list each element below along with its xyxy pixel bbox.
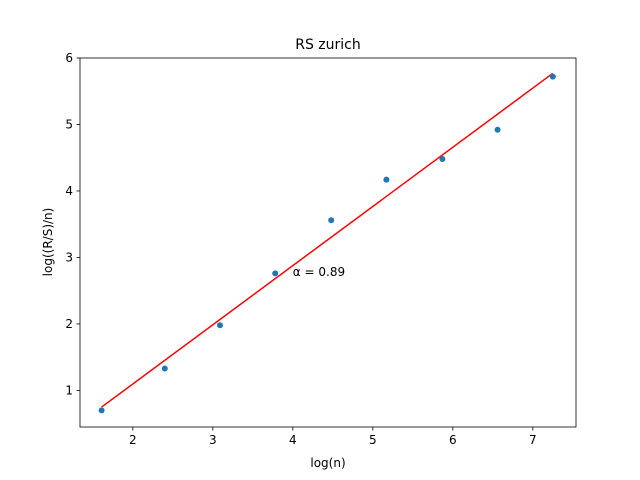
x-tick-label: 3 — [209, 433, 217, 447]
plot-area — [98, 72, 556, 414]
annotations: α = 0.89 — [293, 265, 345, 279]
data-point — [494, 126, 501, 133]
data-point — [272, 270, 279, 277]
data-point — [217, 322, 223, 329]
x-tick-label: 2 — [129, 433, 137, 447]
axes-frame — [79, 57, 577, 428]
data-point — [549, 73, 556, 80]
y-tick-label: 6 — [65, 51, 73, 65]
fit-line — [101, 72, 554, 408]
data-point — [98, 407, 105, 414]
data-point — [161, 365, 168, 372]
y-tick-label: 4 — [65, 184, 73, 198]
x-tick-label: 7 — [529, 433, 537, 447]
x-axis-label: log(n) — [310, 456, 345, 470]
y-tick-label: 5 — [65, 117, 73, 131]
chart-title: RS zurich — [295, 37, 361, 53]
y-axis: 1 2 3 4 5 6 — [65, 51, 80, 397]
data-point — [439, 156, 446, 163]
x-tick-label: 4 — [289, 433, 297, 447]
data-point — [383, 176, 390, 183]
alpha-annotation: α = 0.89 — [293, 265, 345, 279]
y-axis-label: log((R/S)/n) — [41, 208, 55, 277]
data-point — [328, 217, 335, 224]
y-tick-label: 2 — [65, 317, 73, 331]
y-tick-label: 1 — [65, 383, 73, 397]
y-tick-label: 3 — [65, 250, 73, 264]
x-axis: 2 3 4 5 6 7 — [129, 427, 537, 447]
x-tick-label: 6 — [449, 433, 457, 447]
x-tick-label: 5 — [369, 433, 377, 447]
